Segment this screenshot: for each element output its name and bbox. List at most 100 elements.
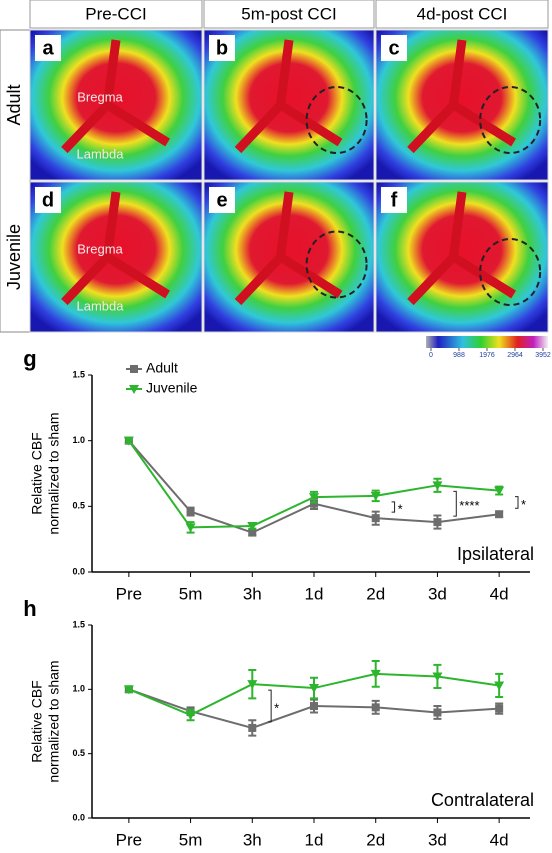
significance-bracket <box>453 490 457 517</box>
chart-label: Ipsilateral <box>457 544 534 564</box>
lesion-outline <box>479 238 542 306</box>
vessel-pattern <box>61 39 170 154</box>
significance-bracket <box>515 496 519 509</box>
legend-label: Juvenile <box>146 380 198 396</box>
data-point <box>494 681 505 691</box>
panel-letter: e <box>216 189 227 211</box>
x-tick-label: 4d <box>490 584 509 603</box>
data-point <box>185 711 196 721</box>
series-line <box>128 440 500 529</box>
lesion-outline <box>479 86 542 154</box>
lesion-outline <box>305 86 368 154</box>
data-point <box>370 491 381 501</box>
data-point <box>247 522 258 532</box>
panel-letter-box <box>381 187 407 213</box>
column-header-box <box>375 0 549 29</box>
vessel-pattern <box>407 39 516 154</box>
colorbar-tick-label: 2964 <box>507 352 523 359</box>
panel-letter: h <box>23 596 36 621</box>
x-tick-label: 5m <box>179 830 203 849</box>
landmark-label: Bregma <box>77 241 123 256</box>
x-tick-label: Pre <box>116 830 142 849</box>
x-tick-label: 5m <box>179 584 203 603</box>
legend-marker <box>129 385 139 394</box>
line-chart: h Relative CBF normalized to sham 0.0 0.5 1.0… <box>23 596 534 850</box>
significance-label: **** <box>459 498 479 513</box>
y-tick-label: 0.5 <box>72 748 85 758</box>
data-point <box>123 436 134 446</box>
data-point <box>495 510 504 519</box>
x-tick-label: 3h <box>243 584 262 603</box>
panel-letter-box <box>35 187 61 213</box>
significance-label: * <box>521 497 526 512</box>
data-point <box>432 672 443 682</box>
data-point <box>495 704 504 713</box>
data-point <box>310 702 318 711</box>
y-tick-label: 0.0 <box>72 566 85 576</box>
panel-letter: c <box>388 37 399 59</box>
legend-marker <box>130 365 138 373</box>
y-tick-label: 0.5 <box>72 501 85 511</box>
significance-label: * <box>274 700 279 715</box>
colorbar-tick-label: 1976 <box>479 352 495 359</box>
column-header-box <box>29 0 203 29</box>
y-tick-label: 1.0 <box>72 684 85 694</box>
significance-label: * <box>398 501 403 516</box>
data-point <box>370 669 381 679</box>
column-header-box <box>203 0 375 29</box>
panel-letter: a <box>42 37 54 59</box>
significance-bracket <box>268 689 272 723</box>
y-tick-label: 1.5 <box>72 369 85 379</box>
x-tick-label: 4d <box>490 830 509 849</box>
y-axis-label: normalized to sham <box>46 412 62 534</box>
colorbar-tick-label: 988 <box>453 352 465 359</box>
data-point <box>371 703 380 712</box>
x-tick-label: 2d <box>366 830 385 849</box>
data-point <box>432 481 443 491</box>
x-tick-label: 3d <box>428 830 447 849</box>
legend-label: Adult <box>146 360 178 376</box>
colorbar-tick-label: 3952 <box>535 352 551 359</box>
vessel-pattern <box>234 39 343 154</box>
vessel-pattern <box>234 191 343 306</box>
y-axis-label: normalized to sham <box>46 660 62 782</box>
significance-bracket <box>391 501 396 513</box>
panel-letter-box <box>381 35 407 61</box>
line-chart: g Relative CBF normalized to sham 0.0 0.5 1.0… <box>23 346 534 604</box>
row-label: Juvenile <box>4 224 24 290</box>
data-point <box>248 723 257 732</box>
image-panels: Pre-CCI 5m-post CCI 4d-post CCI Adult Juveni… <box>4 0 551 359</box>
data-point <box>185 523 196 533</box>
data-point <box>186 507 195 516</box>
data-point <box>433 518 442 527</box>
column-header: 4d-post CCI <box>417 4 508 23</box>
y-tick-label: 0.0 <box>72 812 85 822</box>
x-tick-label: 1d <box>305 584 324 603</box>
x-tick-label: Pre <box>116 584 142 603</box>
data-point <box>494 486 505 496</box>
panel-letter: b <box>216 37 228 59</box>
data-point <box>433 708 442 717</box>
y-tick-label: 1.0 <box>72 435 85 445</box>
y-axis-label: Relative CBF <box>29 432 45 514</box>
data-point <box>310 499 318 508</box>
panel-letter: d <box>42 189 54 211</box>
vessel-pattern <box>407 191 516 306</box>
data-point <box>309 684 319 694</box>
panel-letter-box <box>35 35 61 61</box>
landmark-label: Bregma <box>77 89 123 104</box>
y-axis-label: Relative CBF <box>29 680 45 762</box>
data-point <box>309 493 319 503</box>
lesion-outline <box>305 230 368 299</box>
chart-label: Contralateral <box>431 790 534 810</box>
landmark-label: Lambda <box>77 298 125 313</box>
x-tick-label: 2d <box>366 584 385 603</box>
x-tick-label: 3h <box>243 830 262 849</box>
panel-letter: g <box>23 346 36 371</box>
column-header: 5m-post CCI <box>241 4 336 23</box>
x-tick-label: 3d <box>428 584 447 603</box>
vessel-pattern <box>61 191 170 306</box>
panel-letter-box <box>209 35 235 61</box>
